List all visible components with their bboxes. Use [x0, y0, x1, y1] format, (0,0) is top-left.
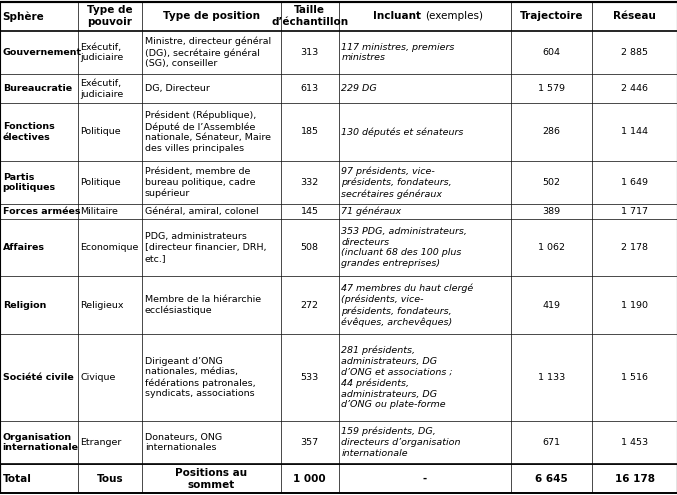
- Text: Economique: Economique: [81, 243, 139, 252]
- Text: 1 000: 1 000: [293, 474, 326, 484]
- Bar: [0, 421, 677, 464]
- Text: Donateurs, ONG
internationales: Donateurs, ONG internationales: [145, 433, 222, 452]
- Bar: [0, 103, 677, 161]
- Text: Réseau: Réseau: [613, 11, 656, 21]
- Text: 604: 604: [543, 48, 561, 57]
- Text: 2 446: 2 446: [621, 84, 648, 93]
- Text: 1 190: 1 190: [621, 301, 648, 310]
- Text: 1 649: 1 649: [621, 178, 648, 187]
- Text: 1 144: 1 144: [621, 128, 648, 137]
- Text: 508: 508: [301, 243, 319, 252]
- Text: Bureaucratie: Bureaucratie: [3, 84, 72, 93]
- Text: Civique: Civique: [81, 373, 116, 382]
- Text: 1 453: 1 453: [621, 438, 649, 447]
- Text: Organisation
internationale: Organisation internationale: [3, 433, 79, 452]
- Text: Gouvernement: Gouvernement: [3, 48, 82, 57]
- Bar: [0, 219, 677, 276]
- Text: Général, amiral, colonel: Général, amiral, colonel: [145, 207, 259, 216]
- Text: Tous: Tous: [97, 474, 123, 484]
- Text: 2 885: 2 885: [621, 48, 648, 57]
- Text: 1 133: 1 133: [538, 373, 565, 382]
- Text: Politique: Politique: [81, 178, 121, 187]
- Bar: [0, 31, 677, 74]
- Text: 1 062: 1 062: [538, 243, 565, 252]
- Text: 313: 313: [301, 48, 319, 57]
- Text: Incluant: Incluant: [373, 11, 425, 21]
- Bar: [0, 204, 677, 219]
- Text: -: -: [422, 474, 427, 484]
- Text: Total: Total: [3, 474, 32, 484]
- Text: 502: 502: [543, 178, 561, 187]
- Text: 71 généraux: 71 généraux: [341, 206, 401, 216]
- Text: 159 présidents, DG,
directeurs d’organisation
internationale: 159 présidents, DG, directeurs d’organis…: [341, 427, 461, 458]
- Text: 47 membres du haut clergé
(présidents, vice-
présidents, fondateurs,
évêques, ar: 47 membres du haut clergé (présidents, v…: [341, 284, 473, 327]
- Text: 281 présidents,
administrateurs, DG
d’ONG et associations ;
44 présidents,
admin: 281 présidents, administrateurs, DG d’ON…: [341, 346, 453, 409]
- Text: 533: 533: [301, 373, 319, 382]
- Text: 145: 145: [301, 207, 319, 216]
- Text: Membre de la hiérarchie
ecclésiastique: Membre de la hiérarchie ecclésiastique: [145, 295, 261, 315]
- Text: Exécutif,
judiciaire: Exécutif, judiciaire: [81, 79, 124, 99]
- Text: Trajectoire: Trajectoire: [520, 11, 584, 21]
- Bar: [0, 2, 677, 31]
- Text: Ministre, directeur général
(DG), secrétaire général
(SG), conseiller: Ministre, directeur général (DG), secrét…: [145, 37, 271, 68]
- Text: 1 579: 1 579: [538, 84, 565, 93]
- Text: 286: 286: [543, 128, 561, 137]
- Text: Type de
pouvoir: Type de pouvoir: [87, 5, 133, 27]
- Bar: [0, 464, 677, 493]
- Text: 1 516: 1 516: [621, 373, 648, 382]
- Text: 229 DG: 229 DG: [341, 84, 377, 93]
- Text: Forces armées: Forces armées: [3, 207, 80, 216]
- Text: Militaire: Militaire: [81, 207, 118, 216]
- Text: PDG, administrateurs
[directeur financier, DRH,
etc.]: PDG, administrateurs [directeur financie…: [145, 232, 266, 263]
- Text: 613: 613: [301, 84, 319, 93]
- Text: (exemples): (exemples): [425, 11, 483, 21]
- Text: 671: 671: [543, 438, 561, 447]
- Text: 16 178: 16 178: [615, 474, 655, 484]
- Text: 353 PDG, administrateurs,
directeurs
(incluant 68 des 100 plus
grandes entrepris: 353 PDG, administrateurs, directeurs (in…: [341, 227, 467, 268]
- Bar: [0, 334, 677, 421]
- Text: Sphère: Sphère: [3, 11, 45, 22]
- Text: 130 députés et sénateurs: 130 députés et sénateurs: [341, 127, 464, 137]
- Bar: [0, 276, 677, 334]
- Text: 117 ministres, premiers
ministres: 117 ministres, premiers ministres: [341, 43, 454, 62]
- Text: Etranger: Etranger: [81, 438, 122, 447]
- Text: Dirigeant d’ONG
nationales, médias,
fédérations patronales,
syndicats, associati: Dirigeant d’ONG nationales, médias, fédé…: [145, 356, 255, 398]
- Text: Partis
politiques: Partis politiques: [3, 173, 56, 193]
- Text: Président (République),
Député de l’Assemblée
nationale, Sénateur, Maire
des vil: Président (République), Député de l’Asse…: [145, 111, 271, 153]
- Text: 185: 185: [301, 128, 319, 137]
- Text: 389: 389: [543, 207, 561, 216]
- Text: Taille
d’échantillon: Taille d’échantillon: [271, 5, 348, 27]
- Bar: [0, 74, 677, 103]
- Text: Type de position: Type de position: [163, 11, 260, 21]
- Text: Religion: Religion: [3, 301, 46, 310]
- Text: Affaires: Affaires: [3, 243, 45, 252]
- Text: 97 présidents, vice-
présidents, fondateurs,
secrétaires généraux: 97 présidents, vice- présidents, fondate…: [341, 166, 452, 198]
- Text: 1 717: 1 717: [621, 207, 648, 216]
- Text: Religieux: Religieux: [81, 301, 124, 310]
- Text: 6 645: 6 645: [536, 474, 568, 484]
- Text: Fonctions
électives: Fonctions électives: [3, 122, 54, 142]
- Text: 332: 332: [301, 178, 319, 187]
- Text: 2 178: 2 178: [621, 243, 648, 252]
- Text: Société civile: Société civile: [3, 373, 74, 382]
- Text: Positions au
sommet: Positions au sommet: [175, 468, 248, 490]
- Text: Exécutif,
judiciaire: Exécutif, judiciaire: [81, 43, 124, 62]
- Bar: [0, 161, 677, 204]
- Text: 419: 419: [543, 301, 561, 310]
- Text: DG, Directeur: DG, Directeur: [145, 84, 210, 93]
- Text: 272: 272: [301, 301, 319, 310]
- Text: 357: 357: [301, 438, 319, 447]
- Text: Président, membre de
bureau politique, cadre
supérieur: Président, membre de bureau politique, c…: [145, 167, 255, 198]
- Text: Politique: Politique: [81, 128, 121, 137]
